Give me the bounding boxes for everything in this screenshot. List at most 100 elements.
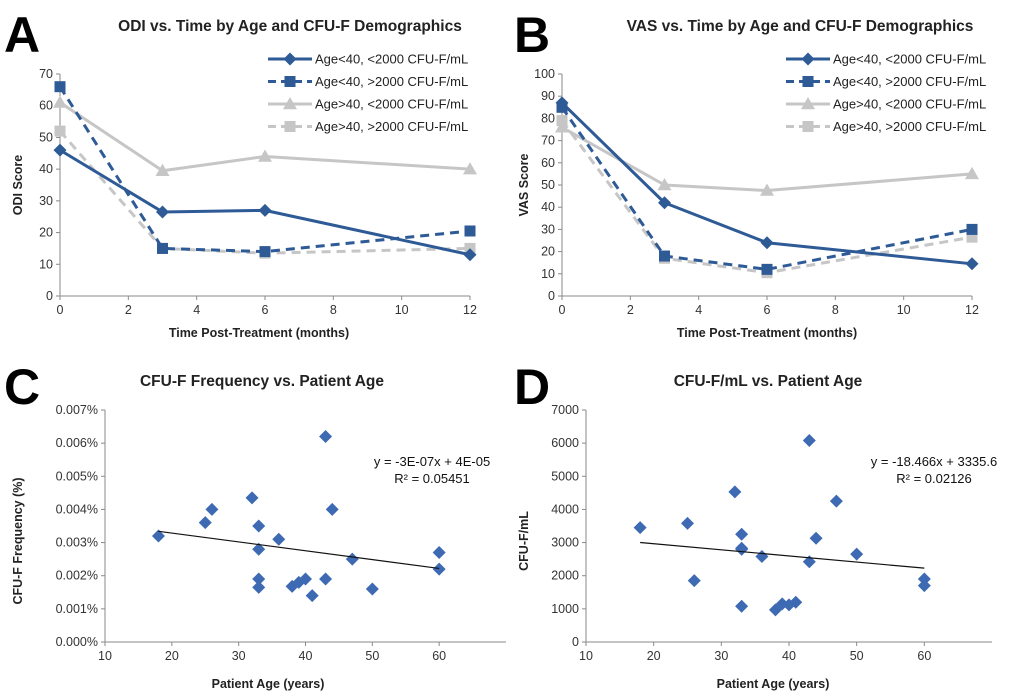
x-tick-label: 30 <box>232 649 246 663</box>
panel-letter-a: A <box>4 7 40 63</box>
data-point <box>325 502 339 516</box>
y-tick-label: 6000 <box>551 436 579 450</box>
y-tick-label: 0.006% <box>56 436 98 450</box>
data-point <box>151 529 165 543</box>
x-tick-label: 0 <box>57 303 64 317</box>
series-line <box>58 85 471 254</box>
legend: Age<40, <2000 CFU-F/mL Age<40, >2000 CFU-… <box>268 52 468 134</box>
x-axis-label: Time Post-Treatment (months) <box>169 326 349 340</box>
x-tick-label: 60 <box>917 649 931 663</box>
trendline <box>640 541 925 569</box>
data-point <box>157 242 168 254</box>
y-tick-label: 0.004% <box>56 502 98 516</box>
data-point <box>252 519 266 533</box>
data-point <box>156 205 169 219</box>
y-tick-label: 60 <box>39 99 53 113</box>
data-point <box>735 542 749 556</box>
data-point <box>54 81 66 93</box>
data-point <box>53 95 67 108</box>
legend-entry: Age>40, <2000 CFU-F/mL <box>315 97 468 112</box>
data-point <box>966 231 978 243</box>
data-point <box>319 430 333 444</box>
trendline <box>158 530 440 570</box>
panel-a: A ODI vs. Time by Age and CFU-F Demograp… <box>0 0 508 346</box>
legend-marker <box>283 97 297 110</box>
y-tick-label: 5000 <box>551 469 579 483</box>
data-point <box>917 572 931 586</box>
data-point <box>775 597 789 611</box>
series-1 <box>53 143 477 262</box>
trendline-r-squared: R² = 0.05451 <box>394 471 470 486</box>
legend-marker <box>801 97 815 110</box>
data-point <box>658 196 671 210</box>
axes: 0 1000 2000 3000 4000 5000 6000 7000 10 20 30 40 50 6… <box>551 403 992 663</box>
vas-line-chart: B VAS vs. Time by Age and CFU-F Demograp… <box>514 7 986 340</box>
y-axis-label: CFU-F Frequency (%) <box>11 477 25 604</box>
series-line <box>58 130 471 255</box>
scatter-points <box>151 430 446 603</box>
x-tick-label: 20 <box>647 649 661 663</box>
y-axis-label: ODI Score <box>11 155 25 215</box>
data-point <box>53 143 67 157</box>
y-tick-label: 0 <box>46 289 53 303</box>
data-point <box>965 166 979 180</box>
data-point <box>850 547 864 561</box>
y-tick-label: 10 <box>541 267 555 281</box>
data-point <box>966 223 978 235</box>
y-tick-label: 70 <box>39 67 53 81</box>
legend-entry: Age>40, >2000 CFU-F/mL <box>833 119 986 134</box>
data-point <box>657 178 672 191</box>
data-point <box>735 599 749 613</box>
data-point <box>305 589 319 603</box>
y-tick-label: 0.002% <box>56 569 98 583</box>
data-point <box>205 502 219 516</box>
data-point <box>556 115 568 127</box>
y-tick-label: 0.001% <box>56 602 98 616</box>
x-tick-label: 10 <box>98 649 112 663</box>
legend-marker <box>802 76 814 87</box>
y-axis-label: VAS Score <box>517 153 531 216</box>
series-line <box>560 101 973 266</box>
legend-marker <box>801 52 815 66</box>
x-tick-label: 0 <box>559 303 566 317</box>
axes: 0 10 20 30 40 50 60 70 0 2 4 6 8 10 12 <box>39 67 477 317</box>
data-point <box>659 250 670 262</box>
y-tick-label: 50 <box>39 130 53 144</box>
x-axis-label: Patient Age (years) <box>717 677 830 691</box>
panel-b: B VAS vs. Time by Age and CFU-F Demograp… <box>508 0 1016 346</box>
x-tick-label: 4 <box>695 303 702 317</box>
series-3 <box>53 95 477 176</box>
data-point <box>789 595 803 609</box>
y-tick-label: 30 <box>541 222 555 236</box>
series-line <box>560 106 973 271</box>
y-tick-label: 0.003% <box>56 536 98 550</box>
data-point <box>802 433 816 447</box>
data-point <box>258 203 272 217</box>
data-point <box>681 516 694 530</box>
data-point <box>965 257 979 271</box>
data-point <box>432 546 446 560</box>
x-tick-label: 8 <box>330 303 337 317</box>
trendline-equation: y = -18.466x + 3335.6 <box>871 454 997 469</box>
x-tick-label: 50 <box>365 649 379 663</box>
series-4 <box>556 115 978 279</box>
data-point <box>365 582 379 596</box>
data-point <box>555 96 569 110</box>
data-point <box>463 248 477 262</box>
y-tick-label: 0.000% <box>56 635 98 649</box>
chart-title: CFU-F/mL vs. Patient Age <box>674 373 863 390</box>
legend-entry: Age<40, >2000 CFU-F/mL <box>833 74 986 89</box>
y-axis-label: CFU-F/mL <box>517 511 531 571</box>
data-point <box>917 579 931 593</box>
series-4 <box>54 125 476 259</box>
data-point <box>252 572 266 586</box>
x-tick-label: 12 <box>965 303 979 317</box>
chart-title: CFU-F Frequency vs. Patient Age <box>140 373 384 390</box>
chart-title: VAS vs. Time by Age and CFU-F Demographi… <box>627 18 974 35</box>
data-point <box>259 246 271 258</box>
y-tick-label: 70 <box>541 134 555 148</box>
data-point <box>463 162 477 175</box>
legend: Age<40, <2000 CFU-F/mL Age<40, >2000 CFU-… <box>786 52 986 134</box>
series-3 <box>555 120 979 196</box>
data-point <box>555 120 569 133</box>
